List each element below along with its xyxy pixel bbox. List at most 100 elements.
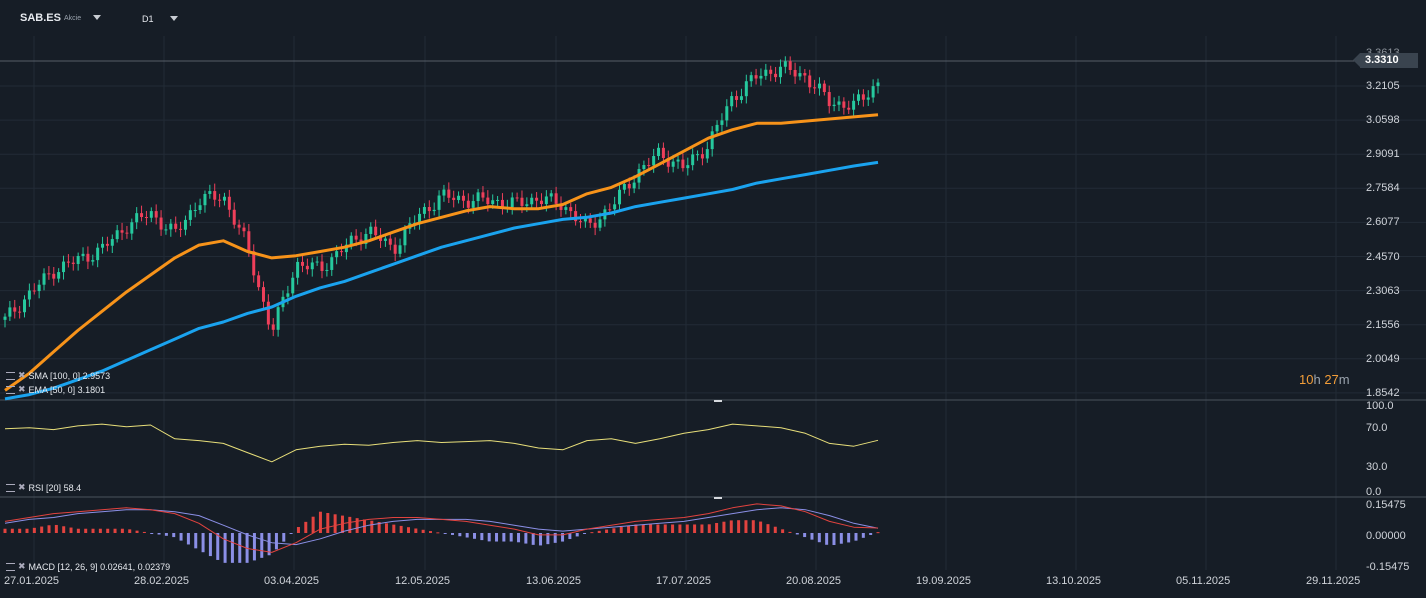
candle-body [861, 94, 865, 100]
macd-histogram-bar [260, 533, 264, 558]
pane-resize-handle[interactable] [714, 497, 722, 499]
timer-hours: 10 [1299, 372, 1314, 387]
candle-body [364, 233, 368, 244]
macd-histogram-bar [230, 533, 234, 563]
candle-body [676, 159, 680, 162]
macd-histogram-bar [663, 524, 667, 533]
macd-histogram-bar [619, 526, 623, 533]
candle-body [769, 69, 773, 74]
pane-resize-handle[interactable] [714, 400, 722, 402]
candle-body [856, 94, 860, 101]
macd-histogram-bar [91, 528, 95, 533]
macd-histogram-bar [524, 533, 528, 544]
candle-body [647, 165, 651, 167]
candle-body [120, 230, 124, 233]
macd-histogram-bar [715, 523, 719, 533]
candle-body [866, 97, 870, 100]
macd-histogram-bar [568, 533, 572, 540]
candle-body [261, 287, 265, 302]
candle-body [510, 197, 514, 208]
y-tick-label: 2.3063 [1366, 284, 1400, 297]
candle-body [335, 251, 339, 258]
candle-body [749, 75, 753, 82]
candle-body [471, 201, 475, 208]
candle-body [564, 207, 568, 210]
macd-histogram-bar [150, 533, 154, 534]
candle-body [310, 262, 314, 270]
macd-histogram-bar [164, 533, 168, 536]
macd-histogram-bar [509, 533, 513, 542]
remove-indicator-close-icon[interactable]: ✖ [18, 384, 26, 394]
candle-body [774, 73, 778, 78]
candle-body [627, 184, 631, 189]
candle-body [193, 210, 197, 212]
macd-histogram-bar [201, 533, 205, 553]
candle-body [442, 189, 446, 196]
candle-body [691, 154, 695, 166]
candle-body [500, 199, 504, 208]
timeframe-label[interactable]: D1 [142, 14, 154, 24]
candle-body [554, 193, 558, 204]
remove-indicator-close-icon[interactable]: ✖ [18, 370, 26, 380]
sma-legend[interactable]: ✖ SMA [100, 0] 2.9573 [6, 370, 110, 381]
candle-body [271, 324, 275, 330]
macd-histogram-bar [18, 528, 22, 533]
macd-histogram-bar [597, 530, 601, 533]
macd-histogram-bar [876, 532, 880, 534]
macd-histogram-bar [502, 533, 506, 542]
candle-body [754, 75, 758, 79]
macd-histogram-bar [707, 524, 711, 533]
ema-legend[interactable]: ✖ EMA [50, 0] 3.1801 [6, 384, 105, 395]
macd-histogram-bar [296, 527, 300, 533]
macd-histogram-bar [326, 513, 330, 533]
candle-body [149, 211, 153, 218]
macd-histogram-bar [384, 523, 388, 533]
rsi-legend-text: RSI [20] 58.4 [28, 482, 82, 493]
macd-histogram-bar [443, 533, 447, 534]
timer-hours-unit: h [1313, 372, 1321, 387]
macd-histogram-bar [436, 532, 440, 534]
timer-minutes: 27 [1324, 372, 1339, 387]
macd-histogram-bar [473, 533, 477, 539]
candle-body [115, 230, 119, 240]
macd-histogram-bar [428, 531, 432, 533]
settings-lines-icon[interactable] [6, 483, 15, 492]
current-price-tag: 3.3310 [1353, 53, 1418, 68]
candle-body [437, 195, 441, 210]
candle-body [320, 261, 324, 271]
settings-lines-icon[interactable] [6, 371, 15, 380]
candle-body [559, 203, 563, 210]
timeframe-dropdown-chevron-down-icon[interactable] [170, 16, 178, 21]
candle-body [817, 83, 821, 89]
candle-body [403, 228, 407, 246]
candle-body [227, 196, 231, 210]
candle-body [208, 191, 212, 194]
macd-histogram-bar [128, 529, 132, 533]
remove-indicator-close-icon[interactable]: ✖ [18, 561, 26, 571]
macd-histogram-bar [157, 533, 161, 535]
candle-body [466, 200, 470, 208]
candle-body [130, 222, 134, 234]
macd-histogram-bar [803, 533, 807, 538]
settings-lines-icon[interactable] [6, 562, 15, 571]
macd-histogram-bar [553, 533, 557, 543]
macd-histogram-bar [76, 528, 80, 533]
candle-body [135, 213, 139, 223]
symbol-dropdown-chevron-down-icon[interactable] [93, 15, 101, 20]
macd-histogram-bar [120, 528, 124, 533]
settings-lines-icon[interactable] [6, 385, 15, 394]
candle-body [715, 124, 719, 132]
symbol-label[interactable]: SAB.ES [20, 12, 61, 24]
macd-histogram-bar [216, 533, 220, 560]
remove-indicator-close-icon[interactable]: ✖ [18, 482, 26, 492]
macd-histogram-bar [69, 527, 73, 533]
macd-histogram-bar [832, 533, 836, 546]
macd-histogram-bar [142, 531, 146, 533]
candle-body [598, 219, 602, 228]
candle-body [388, 238, 392, 245]
macd-histogram-bar [737, 520, 741, 533]
rsi-y-tick-label: 70.0 [1366, 422, 1388, 434]
macd-legend[interactable]: ✖ MACD [12, 26, 9] 0.02641, 0.02379 [6, 561, 170, 572]
rsi-legend[interactable]: ✖ RSI [20] 58.4 [6, 482, 81, 493]
